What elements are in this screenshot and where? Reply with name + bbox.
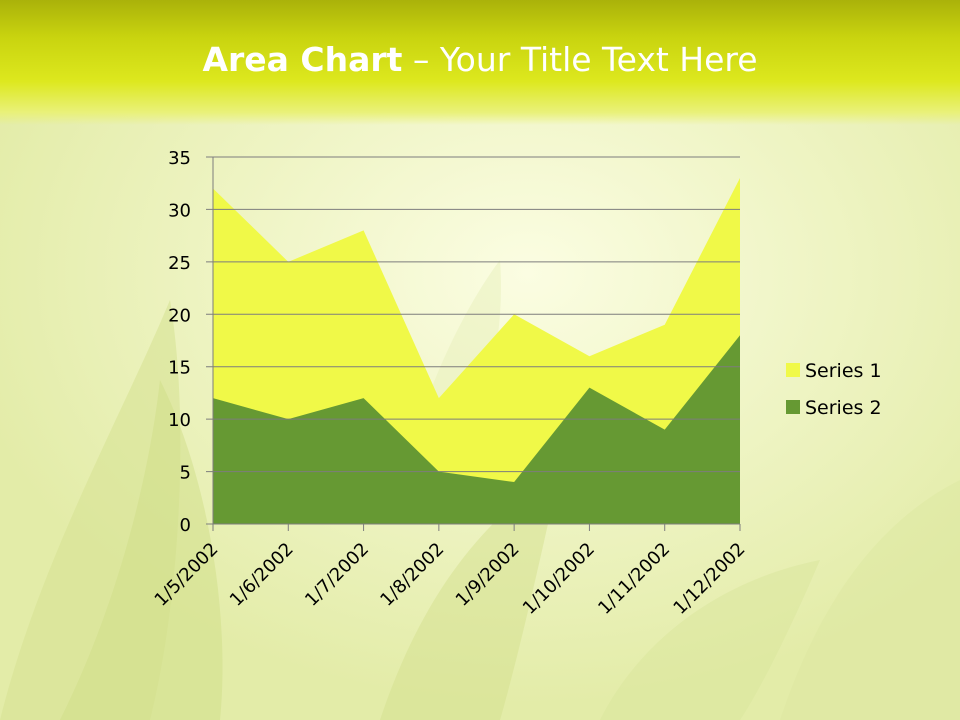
legend-swatch-series-2 [786, 400, 800, 414]
slide-title-rest: – Your Title Text Here [402, 40, 758, 79]
legend-label-series-2: Series 2 [805, 397, 882, 419]
x-tick-label: 1/12/2002 [669, 539, 749, 619]
y-tick-label: 30 [168, 200, 191, 221]
plot-area [213, 177, 740, 524]
gridlines [206, 156, 740, 473]
y-tick-label: 35 [168, 148, 191, 169]
legend-label-series-1: Series 1 [805, 360, 882, 382]
y-tick-label: 25 [168, 253, 191, 274]
y-tick-label: 20 [168, 305, 191, 326]
slide-title: Area Chart – Your Title Text Here [0, 40, 960, 79]
slide-title-bold: Area Chart [202, 40, 403, 79]
area-series-2 [213, 335, 740, 524]
title-band [0, 0, 960, 125]
y-tick-label: 15 [168, 358, 191, 379]
x-tick-label: 1/7/2002 [301, 539, 373, 611]
legend-swatch-series-1 [786, 363, 800, 377]
x-tick-label: 1/10/2002 [519, 539, 599, 619]
y-tick-label: 5 [180, 463, 191, 484]
x-tick-label: 1/6/2002 [226, 539, 298, 611]
x-tick-label: 1/11/2002 [594, 539, 674, 619]
x-tick-label: 1/8/2002 [376, 539, 448, 611]
x-tick-label: 1/9/2002 [452, 539, 524, 611]
x-tick-label: 1/5/2002 [151, 539, 223, 611]
y-tick-label: 0 [180, 515, 191, 536]
y-tick-label: 10 [168, 410, 191, 431]
legend: Series 1 Series 2 [786, 360, 882, 419]
